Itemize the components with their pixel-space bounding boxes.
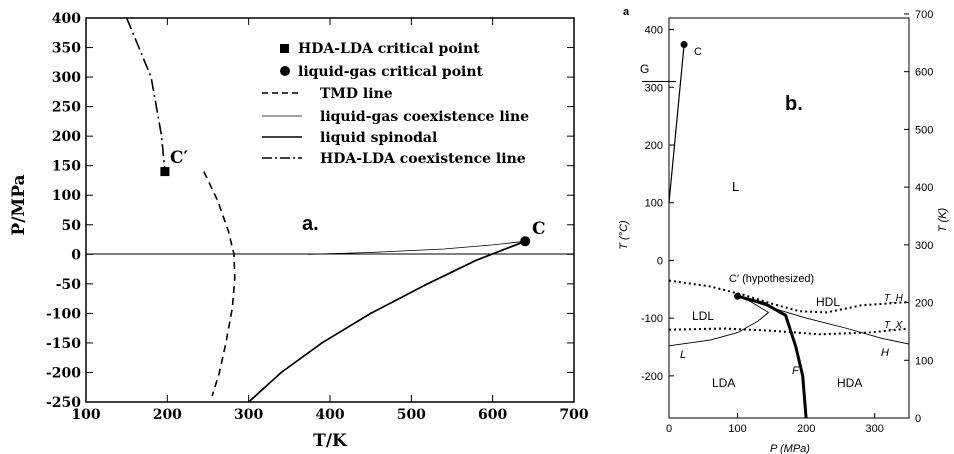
series-liquid-gas-coexistence <box>668 44 685 203</box>
panel-b-ytick-label: 200 <box>645 140 663 152</box>
line-label-th: T_H <box>884 293 904 304</box>
panel-a-ytick-label: 100 <box>52 188 81 204</box>
panel-a-label: a. <box>302 213 319 235</box>
series-liquid-gas-coexistence-line <box>307 240 526 255</box>
region-label-g: G <box>640 62 649 76</box>
panel-b-y2tick-label: 600 <box>915 67 933 79</box>
panel-a-ytick-label: 200 <box>52 129 81 145</box>
series-h <box>737 295 910 345</box>
panel-b-y2label: T (K) <box>937 207 949 232</box>
panel-a-ytick-label: -100 <box>46 306 81 322</box>
panel-b-y2tick-label: 400 <box>915 182 933 194</box>
panel-a-legend: HDA-LDA critical point liquid-gas critic… <box>262 41 529 167</box>
panel-a-chart: 100 200 300 400 500 600 700-250-200-150-100-50… <box>9 11 589 451</box>
panel-b-xtick-label: 100 <box>728 423 746 435</box>
panel-b-ytick-label: 400 <box>645 25 663 37</box>
panel-a-ytick-label: -250 <box>46 395 81 411</box>
panel-a-ytick-label: 400 <box>52 11 81 27</box>
line-label-tx: T_X <box>884 320 903 331</box>
panel-b-y2tick-label: 0 <box>915 413 921 425</box>
panel-a-ytick-label: 50 <box>62 218 82 234</box>
legend-marker-square <box>280 44 289 53</box>
legend-label-hda-lda-critical: HDA-LDA critical point <box>298 41 480 57</box>
line-label-l: L <box>680 349 686 361</box>
line-label-c-prime: C′ (hypothesized) <box>729 273 814 285</box>
series-hda-lda-coexistence-line <box>125 17 166 172</box>
panel-b-y2tick-label: 200 <box>915 298 933 310</box>
region-label-l: L <box>732 179 739 194</box>
legend-label-liquid-gas-critical: liquid-gas critical point <box>298 64 484 80</box>
region-label-hda: HDA <box>837 376 862 390</box>
panel-b-xtick-label: 200 <box>797 423 815 435</box>
panel-a-ylabel: P/MPa <box>9 174 29 235</box>
panel-a-xtick-label: 100 <box>71 407 100 423</box>
panel-b-ylabel: T (°C) <box>618 220 630 250</box>
legend-label-liquid-spinodal: liquid spinodal <box>320 130 437 146</box>
legend-label-hda-lda-coexistence: HDA-LDA coexistence line <box>320 151 526 167</box>
region-label-hdl: HDL <box>816 295 840 309</box>
annotation-c: C <box>532 219 546 239</box>
panel-b-y2tick-label: 500 <box>915 124 933 136</box>
series-liquid-spinodal <box>248 240 526 403</box>
panel-a-ytick-label: 0 <box>71 247 81 263</box>
series-t-h <box>668 279 910 314</box>
panel-a-ytick-label: 300 <box>52 70 81 86</box>
panel-b-xlabel: P (MPa) <box>770 443 810 454</box>
legend-label-tmd: TMD line <box>320 86 393 102</box>
region-label-lda: LDA <box>712 376 735 390</box>
panel-b-y2tick-label: 100 <box>915 355 933 367</box>
panel-a-ytick-label: -150 <box>46 336 81 352</box>
annotation-c-prime: C′ <box>170 148 189 168</box>
panel-a-xtick-label: 600 <box>478 407 507 423</box>
legend-label-liquid-gas-coexistence: liquid-gas coexistence line <box>320 109 529 125</box>
point-c <box>680 41 688 49</box>
panel-a-xtick-label: 200 <box>153 407 182 423</box>
panel-b-ytick-label: 100 <box>645 198 663 210</box>
panel-b-xtick-label: 0 <box>666 423 672 435</box>
line-label-f: F <box>792 365 800 377</box>
panel-a-ytick-label: 350 <box>52 41 81 57</box>
panel-a-xtick-label: 400 <box>315 407 344 423</box>
series-ldl-hdl-coexistence <box>737 294 808 419</box>
panel-b-y2tick-label: 700 <box>915 9 933 21</box>
legend-marker-circle <box>280 66 290 76</box>
panel-a-xtick-label: 500 <box>397 407 426 423</box>
panel-b-plot-frame <box>668 17 910 419</box>
panel-b-ytick-label: 0 <box>657 255 663 267</box>
point-c-hypothesized <box>734 292 742 300</box>
line-label-c: C <box>694 46 702 58</box>
series-tmd-line <box>203 171 236 397</box>
series-t-x <box>668 327 910 336</box>
region-label-ldl: LDL <box>692 309 714 323</box>
panel-b-chart: a 0 100 200 300 -200 -100 0 100 200 300 400 0 100 200… <box>618 6 949 454</box>
panel-b-corner-label: a <box>623 6 630 18</box>
panel-b-y2tick-label: 300 <box>915 240 933 252</box>
panel-b-ytick-label: -200 <box>641 371 663 383</box>
series-l <box>668 295 770 347</box>
panel-b-ytick-label: 300 <box>645 82 663 94</box>
panel-a-ytick-label: 250 <box>52 100 81 116</box>
panel-a-ytick-label: 150 <box>52 159 81 175</box>
line-label-h: H <box>881 347 889 359</box>
panel-a-xtick-label: 700 <box>559 407 588 423</box>
panel-b-xtick-label: 300 <box>866 423 884 435</box>
panel-b-ytick-label: -100 <box>641 313 663 325</box>
panel-a-ytick-label: -200 <box>46 365 81 381</box>
panel-a-xtick-label: 300 <box>234 407 263 423</box>
panel-a-xlabel: T/K <box>313 431 348 451</box>
panel-a-ytick-label: -50 <box>56 277 82 293</box>
panel-b-label: b. <box>785 93 803 115</box>
